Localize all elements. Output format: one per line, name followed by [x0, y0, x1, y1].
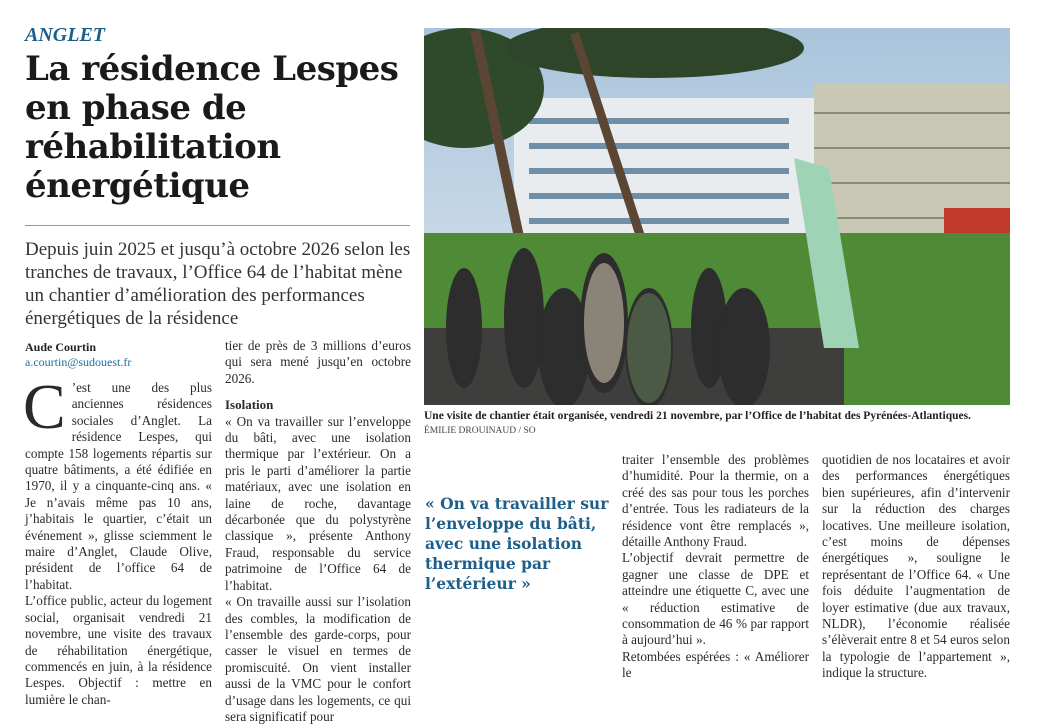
kicker: ANGLET: [25, 24, 105, 46]
pull-quote: « On va travailler sur l’enveloppe du bâ…: [425, 494, 609, 593]
column-1: C ’est une des plus anciennes résidences…: [23, 371, 212, 708]
paragraph: ’est une des plus anciennes résidences s…: [25, 380, 212, 592]
headline: La résidence Lespes en phase de réhabili…: [25, 49, 399, 206]
column-2: tier de près de 3 millions d’euros qui s…: [225, 338, 411, 725]
divider: [25, 225, 410, 226]
author-name: Aude Courtin: [25, 340, 97, 354]
standfirst: Depuis juin 2025 et jusqu’à octobre 2026…: [25, 239, 411, 329]
author-email-link[interactable]: a.courtin@sudouest.fr: [25, 355, 132, 369]
article-photo: [424, 28, 1010, 405]
paragraph: « On travaille aussi sur l’isolation des…: [225, 594, 411, 724]
paragraph: Retombées espérées : « Améliorer le: [622, 648, 809, 681]
paragraph: traiter l’ensemble des problèmes d’humid…: [622, 452, 809, 550]
drop-cap: C: [23, 371, 66, 442]
photo-credit: ÉMILIE DROUINAUD / SO: [424, 426, 536, 436]
site-visit-photo: [424, 28, 1010, 405]
column-3: traiter l’ensemble des problèmes d’humid…: [622, 452, 809, 682]
subheading: Isolation: [225, 397, 274, 413]
photo-caption: Une visite de chantier était organisée, …: [424, 410, 971, 422]
column-4: quotidien de nos locataires et avoir des…: [822, 452, 1010, 682]
paragraph: quotidien de nos locataires et avoir des…: [822, 452, 1010, 681]
paragraph: tier de près de 3 millions d’euros qui s…: [225, 338, 411, 386]
paragraph: « On va travailler sur l’enveloppe du bâ…: [225, 413, 411, 593]
paragraph: L’objectif devrait permettre de gagner u…: [622, 550, 809, 648]
paragraph: L’office public, acteur du logement soci…: [25, 593, 212, 707]
